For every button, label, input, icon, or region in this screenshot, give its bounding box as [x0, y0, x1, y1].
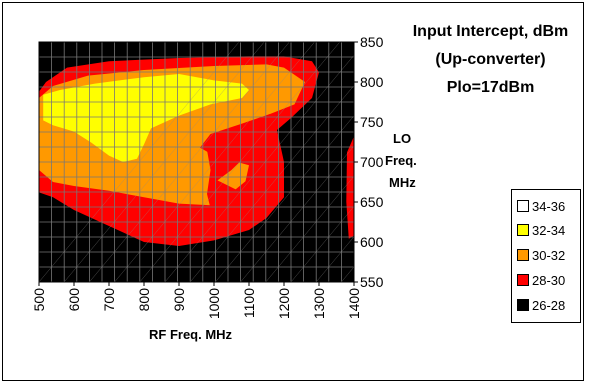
y-axis-label-line-3: MHz [389, 175, 416, 190]
y-tick-label: 850 [360, 34, 384, 50]
grid-line-diagonal [190, 85, 354, 282]
x-tick-label: 1400 [346, 288, 362, 319]
legend-swatch [517, 200, 529, 212]
y-axis-label-line-1: LO [393, 131, 412, 146]
x-tick-label: 1000 [206, 288, 222, 319]
legend-item-28-30: 28-30 [517, 272, 565, 288]
y-tick-label: 800 [360, 74, 384, 90]
grid-lines [39, 42, 354, 282]
y-axis-label-line-2: Freq. [385, 153, 417, 168]
legend-item-30-32: 30-32 [517, 247, 565, 263]
x-tick-label: 1100 [241, 288, 257, 318]
chart-title-line-3: Plo=17dBm [446, 79, 535, 96]
grid-line-diagonal [89, 42, 290, 282]
y-tick-label: 600 [360, 234, 384, 250]
contour-region-5 [43, 74, 250, 162]
x-tick-label: 700 [101, 288, 117, 312]
grid-line-diagonal [240, 145, 354, 282]
x-tick-label: 500 [31, 288, 47, 312]
chart-title-line-1: Input Intercept, dBm [412, 23, 569, 40]
grid-line-diagonal [164, 54, 354, 282]
contour-chart: 850 800 750 700 650 600 550 500 600 700 800 900 1000… [31, 34, 384, 319]
x-tick-label: 1200 [276, 288, 292, 319]
chart-title-line-2: (Up-converter) [435, 51, 546, 68]
y-tick-label: 650 [360, 194, 384, 210]
y-tick-label: 550 [360, 274, 384, 290]
legend: 34-36 32-34 30-32 28-30 26-28 [511, 189, 581, 323]
x-tick-label: 900 [171, 288, 187, 312]
grid-line-diagonal [290, 206, 354, 282]
x-tick-label: 600 [66, 288, 82, 312]
y-tick-label: 700 [360, 154, 384, 170]
legend-item-34-36: 34-36 [517, 198, 565, 214]
legend-item-32-34: 32-34 [517, 222, 565, 238]
x-tick-label: 1300 [311, 288, 327, 319]
y-tick-label: 750 [360, 114, 384, 130]
x-axis-label: RF Freq. MHz [149, 327, 233, 342]
grid-line-diagonal [265, 175, 354, 282]
grid-line-diagonal [139, 42, 340, 282]
legend-label: 30-32 [532, 247, 566, 263]
legend-swatch [517, 224, 529, 236]
contour-region-4 [207, 114, 270, 214]
chart-frame: 850 800 750 700 650 600 550 500 600 700 800 900 1000… [2, 2, 584, 381]
legend-item-26-28: 26-28 [517, 297, 565, 313]
grid-line-diagonal [114, 42, 315, 282]
legend-swatch [517, 299, 529, 311]
grid-line-diagonal [64, 42, 265, 282]
x-tick-label: 800 [136, 288, 152, 312]
grid-line-diagonal [215, 115, 354, 282]
legend-label: 26-28 [532, 297, 566, 313]
legend-label: 32-34 [532, 222, 566, 238]
grid-line-diagonal [39, 42, 240, 282]
grid-line-diagonal [316, 236, 354, 282]
legend-swatch [517, 249, 529, 261]
legend-label: 34-36 [532, 198, 566, 214]
legend-label: 28-30 [532, 272, 566, 288]
legend-swatch [517, 274, 529, 286]
